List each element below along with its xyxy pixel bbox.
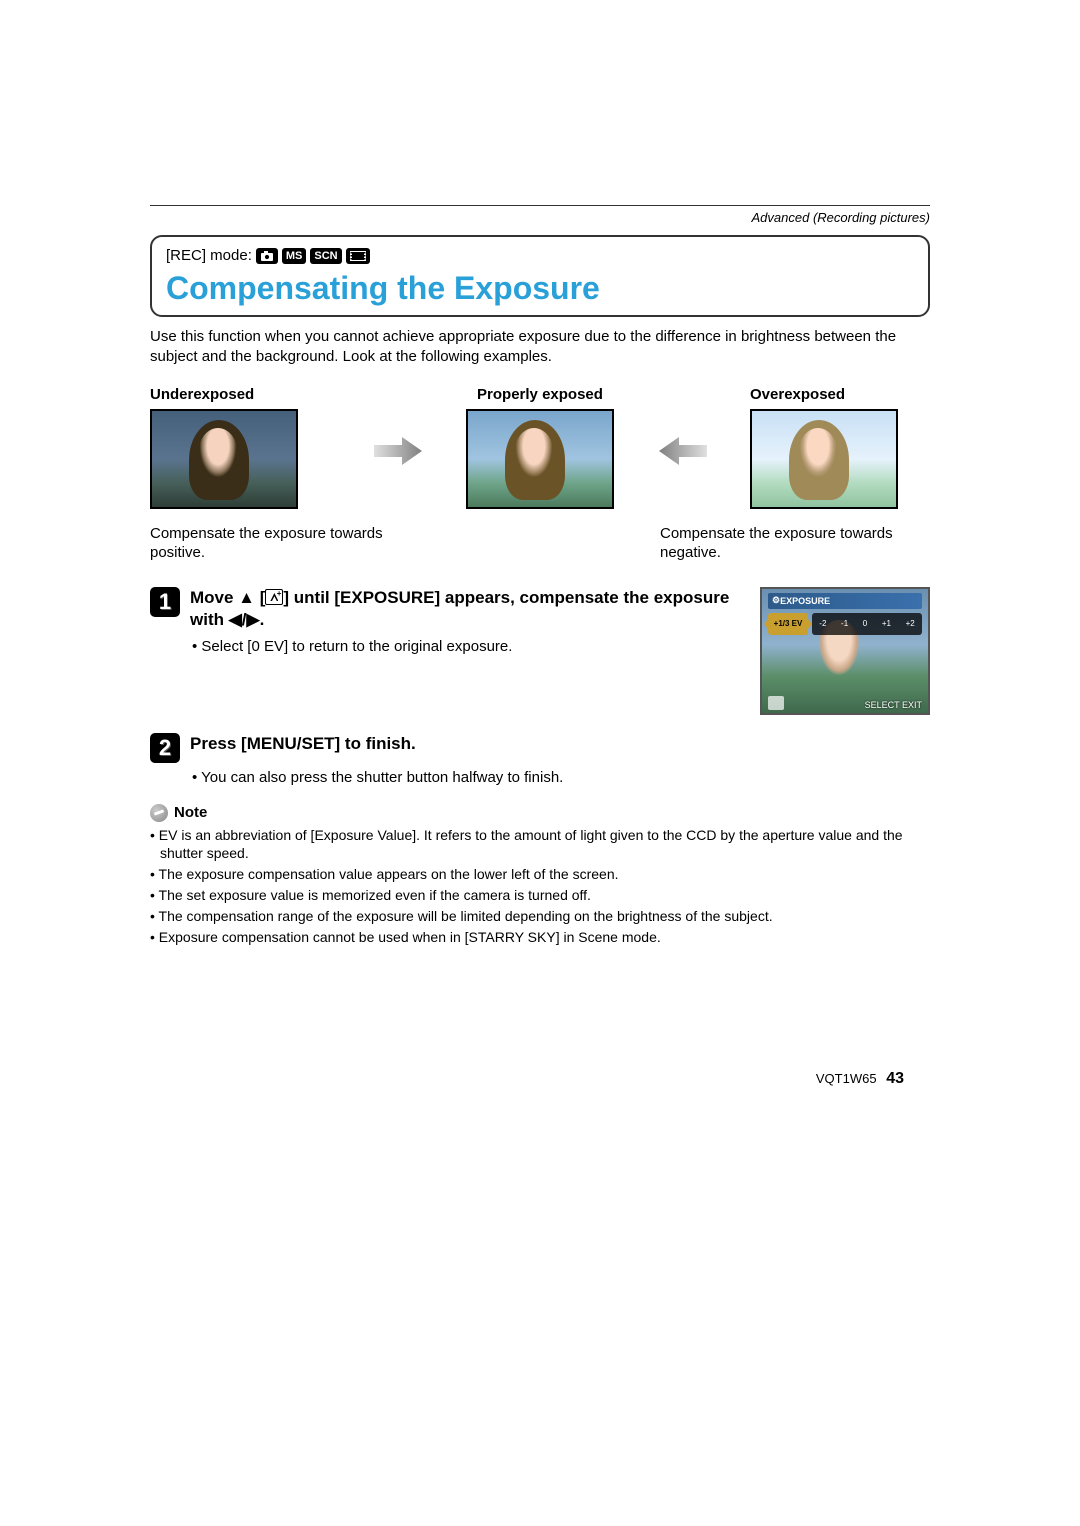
title-block: [REC] mode: MS SCN Compensating the Expo… <box>150 235 930 317</box>
step-2-title: Press [MENU/SET] to finish. <box>190 733 416 756</box>
arrow-left <box>653 386 713 516</box>
section-title: Advanced (Recording pictures) <box>752 210 930 225</box>
rec-mode-line: [REC] mode: MS SCN <box>166 247 914 264</box>
proper-image <box>466 409 614 509</box>
note-label: Note <box>174 804 207 821</box>
lcd-scale: -2-10+1+2 <box>812 613 922 635</box>
step-1: 1 Move ▲ [] until [EXPOSURE] appears, co… <box>150 587 930 715</box>
note-icon <box>150 804 168 822</box>
overexposed-col: Overexposed <box>750 386 930 509</box>
underexposed-label: Underexposed <box>150 386 330 403</box>
proper-label: Properly exposed <box>465 386 615 403</box>
ms-mode-icon: MS <box>282 248 307 264</box>
note-heading: Note <box>150 804 930 822</box>
note-item: The compensation range of the exposure w… <box>150 907 930 926</box>
step-1-number: 1 <box>150 587 180 617</box>
intro-text: Use this function when you cannot achiev… <box>150 327 930 368</box>
over-caption: Compensate the exposure towards negative… <box>660 524 930 563</box>
underexposed-image <box>150 409 298 509</box>
step-2-number: 2 <box>150 733 180 763</box>
step-2-bullet: You can also press the shutter button ha… <box>192 769 930 786</box>
note-item: Exposure compensation cannot be used whe… <box>150 928 930 947</box>
step-1-title: Move ▲ [] until [EXPOSURE] appears, comp… <box>190 587 748 633</box>
caption-row: Compensate the exposure towards positive… <box>150 524 930 563</box>
note-item: The exposure compensation value appears … <box>150 865 930 884</box>
page-title: Compensating the Exposure <box>166 270 914 307</box>
note-item: EV is an abbreviation of [Exposure Value… <box>150 826 930 864</box>
exposure-comp-icon <box>265 589 283 605</box>
arrow-right <box>368 386 428 516</box>
lcd-bottom-left-icon <box>768 696 784 710</box>
underexposed-col: Underexposed <box>150 386 330 509</box>
overexposed-label: Overexposed <box>750 386 930 403</box>
overexposed-image <box>750 409 898 509</box>
lcd-exposure-bar: ⚙ EXPOSURE <box>768 593 922 609</box>
movie-mode-icon <box>346 248 370 264</box>
lcd-preview: ⚙ EXPOSURE +1/3 EV -2-10+1+2 SELECT EXIT <box>760 587 930 715</box>
scn-mode-icon: SCN <box>310 248 341 264</box>
camera-mode-icon <box>256 248 278 264</box>
note-item: The set exposure value is memorized even… <box>150 886 930 905</box>
page-footer: VQT1W65 43 <box>816 1070 904 1088</box>
step-1-bullet: Select [0 EV] to return to the original … <box>192 638 748 655</box>
rec-mode-label: [REC] mode: <box>166 247 252 264</box>
exposure-examples-row: Underexposed Properly exposed Over <box>150 386 930 516</box>
page-number: 43 <box>886 1070 904 1087</box>
doc-code: VQT1W65 <box>816 1071 877 1086</box>
proper-col: Properly exposed <box>465 386 615 509</box>
manual-page: Advanced (Recording pictures) [REC] mode… <box>150 0 930 947</box>
under-caption: Compensate the exposure towards positive… <box>150 524 420 563</box>
lcd-bottom-text: SELECT EXIT <box>865 700 922 710</box>
lcd-ev-badge: +1/3 EV <box>768 613 808 635</box>
section-header: Advanced (Recording pictures) <box>150 205 930 225</box>
step-2: 2 Press [MENU/SET] to finish. You can al… <box>150 733 930 786</box>
notes-list: EV is an abbreviation of [Exposure Value… <box>150 826 930 947</box>
